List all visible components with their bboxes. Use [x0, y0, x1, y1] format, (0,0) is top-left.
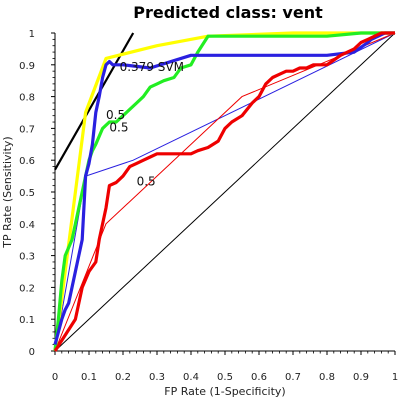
x-tick-label: 0	[52, 372, 58, 383]
y-tick-label: 0.2	[19, 283, 35, 294]
x-tick-label: 0.8	[319, 372, 335, 383]
y-tick-label: 0.9	[19, 61, 35, 72]
reference-lines	[54, 32, 396, 352]
x-tick-label: 0.9	[353, 372, 369, 383]
threshold-annotation: 0.5	[137, 175, 156, 189]
y-tick-label: 0.8	[19, 93, 35, 104]
x-tick-label: 0.1	[81, 372, 97, 383]
y-tick-label: 0.5	[19, 188, 35, 199]
x-tick-label: 0.3	[149, 372, 165, 383]
y-tick-label: 1	[29, 29, 35, 40]
yellow-roc-curve	[53, 31, 395, 352]
x-tick-label: 0.7	[285, 372, 301, 383]
roc-curves	[53, 31, 395, 352]
x-tick-label: 0.4	[183, 372, 199, 383]
x-tick-label: 0.5	[217, 372, 233, 383]
y-tick-label: 0.3	[19, 252, 35, 263]
threshold-annotation: 0.379 SVM	[120, 60, 184, 74]
red-roc-curve	[53, 31, 395, 352]
ticks: 0 0.1 0.2 0.3 0.4 0.5 0.6 0.7 0.8 0.9 1 0 0.1 0.2 0.3 0…	[19, 29, 398, 383]
green-roc-curve	[53, 31, 395, 352]
y-tick-label: 0.1	[19, 315, 35, 326]
y-tick-label: 0.4	[19, 220, 35, 231]
x-tick-label: 0.2	[115, 372, 131, 383]
blue-thin-line	[54, 32, 396, 352]
y-tick-label: 0.7	[19, 124, 35, 135]
diagonal-line	[54, 32, 396, 352]
y-tick-label: 0	[29, 347, 35, 358]
threshold-annotation: 0.5	[109, 121, 128, 135]
y-tick-label: 0.6	[19, 156, 35, 167]
x-axis-label: FP Rate (1-Specificity)	[164, 385, 285, 398]
x-tick-label: 0.6	[251, 372, 267, 383]
chart-title: Predicted class: vent	[133, 3, 323, 22]
threshold-annotation: 0.5	[106, 108, 125, 122]
y-axis-label: TP Rate (Sensitivity)	[1, 136, 14, 248]
x-tick-label: 1	[392, 372, 398, 383]
